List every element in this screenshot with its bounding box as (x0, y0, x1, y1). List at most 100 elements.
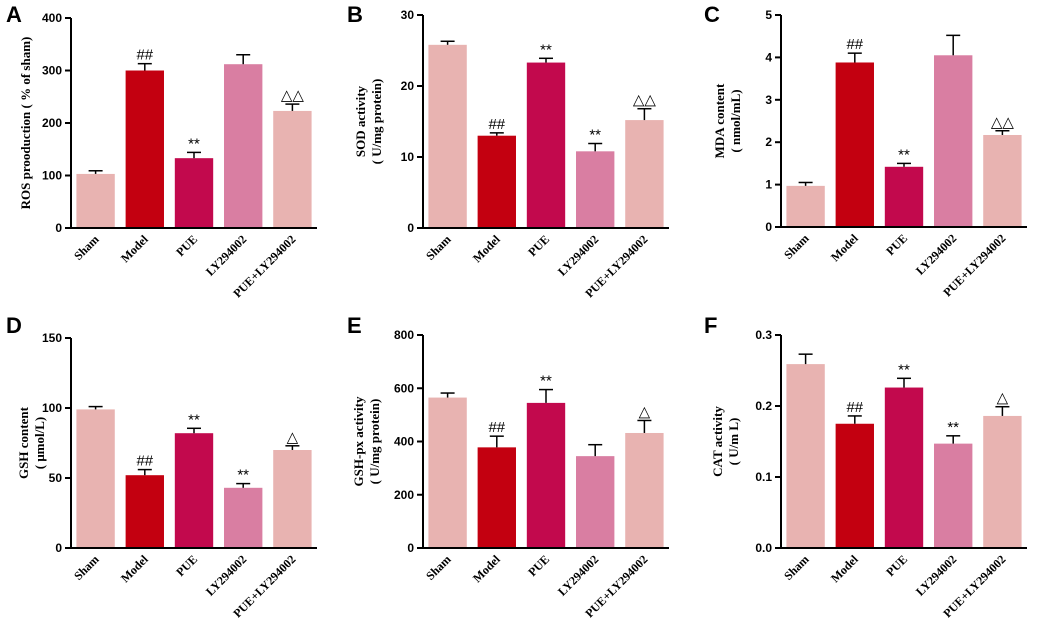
bar-model (835, 62, 874, 227)
x-tick-label: Model (828, 231, 861, 264)
significance-mark: ## (846, 399, 863, 416)
significance-mark: ## (488, 419, 505, 436)
y-tick-label: 2 (765, 135, 772, 149)
x-tick-label: LY294002 (555, 232, 601, 278)
chart-panel-f: F CAT activity( U/m L) Sham ## Model ** PUE ** L… (704, 313, 1027, 620)
y-axis-title: MDA content (712, 83, 727, 158)
y-tick-label: 30 (401, 8, 415, 22)
bar-ly294002 (224, 487, 263, 548)
x-tick-label: Sham (781, 231, 812, 262)
bar-pue-ly294002 (983, 415, 1022, 548)
panel-letter: B (347, 2, 363, 27)
x-tick-label: Sham (71, 232, 102, 263)
y-axis-title: SOD activity (353, 85, 368, 157)
x-tick-label: LY294002 (203, 232, 249, 278)
significance-mark: ** (898, 361, 910, 378)
bar-model (477, 447, 516, 548)
bar-model (125, 475, 164, 548)
x-tick-label: Model (470, 232, 503, 265)
significance-mark: ** (589, 127, 601, 144)
bar-pue (526, 62, 566, 228)
y-tick-label: 0 (55, 541, 62, 555)
chart-panel-e: E GSH-px activity( U/mg protein) Sham ## Mod… (347, 313, 669, 620)
y-tick-label: 3 (765, 93, 772, 107)
significance-mark: ## (136, 47, 153, 64)
bar-sham (786, 185, 825, 227)
x-tick-label: PUE (883, 231, 910, 258)
y-axis-title: GSH content (16, 406, 31, 479)
panel-letter: D (6, 313, 22, 338)
bar-model (477, 135, 516, 228)
bar-sham (428, 44, 467, 228)
y-tick-label: 1 (765, 178, 772, 192)
significance-mark: △△ (991, 114, 1015, 131)
y-axis-title: ( nmol/mL) (728, 89, 743, 152)
x-tick-label: Model (118, 232, 151, 265)
y-axis-title: ( U/mg protein) (367, 399, 382, 485)
bar-pue-ly294002 (273, 110, 312, 228)
x-tick-label: PUE (525, 232, 552, 259)
bar-sham (786, 364, 825, 548)
significance-mark: ** (898, 146, 910, 163)
y-tick-label: 100 (42, 401, 62, 415)
significance-mark: △△ (633, 92, 657, 109)
significance-mark: ## (136, 453, 153, 470)
y-axis-title: ( U/m L) (726, 418, 741, 466)
y-axis-title: ( U/mg protein) (369, 79, 384, 165)
bar-ly294002 (576, 151, 615, 228)
bar-ly294002 (934, 443, 973, 548)
significance-mark: △ (997, 390, 1009, 407)
x-tick-label: Sham (781, 552, 812, 583)
x-tick-label: PUE (173, 232, 200, 259)
y-tick-label: 0 (407, 541, 414, 555)
bar-pue (174, 158, 214, 228)
chart-panel-c: C MDA content( nmol/mL) Sham ## Model ** PUE LY… (704, 2, 1027, 299)
y-axis-title: ( μmol/L) (32, 417, 47, 470)
bar-ly294002 (576, 456, 615, 548)
y-tick-label: 5 (765, 8, 772, 22)
significance-mark: ** (188, 411, 200, 428)
x-tick-label: Model (118, 552, 151, 585)
significance-mark: ## (488, 116, 505, 133)
x-tick-label: PUE (525, 552, 552, 579)
bar-pue (884, 387, 924, 548)
bar-model (835, 423, 874, 548)
significance-mark: ** (237, 467, 249, 484)
y-tick-label: 400 (42, 11, 62, 25)
y-axis-title: ROS prooduction ( % of sham) (18, 37, 33, 210)
y-tick-label: 0 (407, 221, 414, 235)
y-tick-label: 20 (401, 79, 415, 93)
significance-mark: ## (846, 36, 863, 53)
x-tick-label: LY294002 (913, 231, 959, 277)
bar-ly294002 (224, 64, 263, 228)
x-tick-label: Model (470, 552, 503, 585)
bar-pue-ly294002 (273, 450, 312, 548)
y-tick-label: 600 (394, 381, 414, 395)
bar-pue (526, 402, 566, 548)
panel-letter: C (704, 2, 720, 27)
x-tick-label: PUE (883, 552, 910, 579)
y-tick-label: 400 (394, 435, 414, 449)
y-tick-label: 0.0 (755, 541, 772, 555)
significance-mark: △ (639, 403, 651, 420)
y-tick-label: 200 (394, 488, 414, 502)
bar-model (125, 70, 164, 228)
y-tick-label: 50 (49, 471, 63, 485)
panel-letter: A (6, 2, 22, 27)
chart-panel-a: A ROS prooduction ( % of sham) Sham ## Model… (6, 2, 317, 300)
y-tick-label: 300 (42, 64, 62, 78)
significance-mark: ** (188, 135, 200, 152)
x-tick-label: LY294002 (555, 552, 601, 598)
panel-letter: E (347, 313, 362, 338)
x-tick-label: Sham (71, 552, 102, 583)
significance-mark: ** (947, 419, 959, 436)
y-axis-title: GSH-px activity (351, 396, 366, 486)
x-tick-label: Sham (423, 232, 454, 263)
significance-mark: ** (540, 373, 552, 390)
bar-pue (174, 433, 214, 548)
x-tick-label: PUE (173, 552, 200, 579)
x-tick-label: LY294002 (913, 552, 959, 598)
y-tick-label: 4 (765, 50, 772, 64)
y-tick-label: 200 (42, 116, 62, 130)
